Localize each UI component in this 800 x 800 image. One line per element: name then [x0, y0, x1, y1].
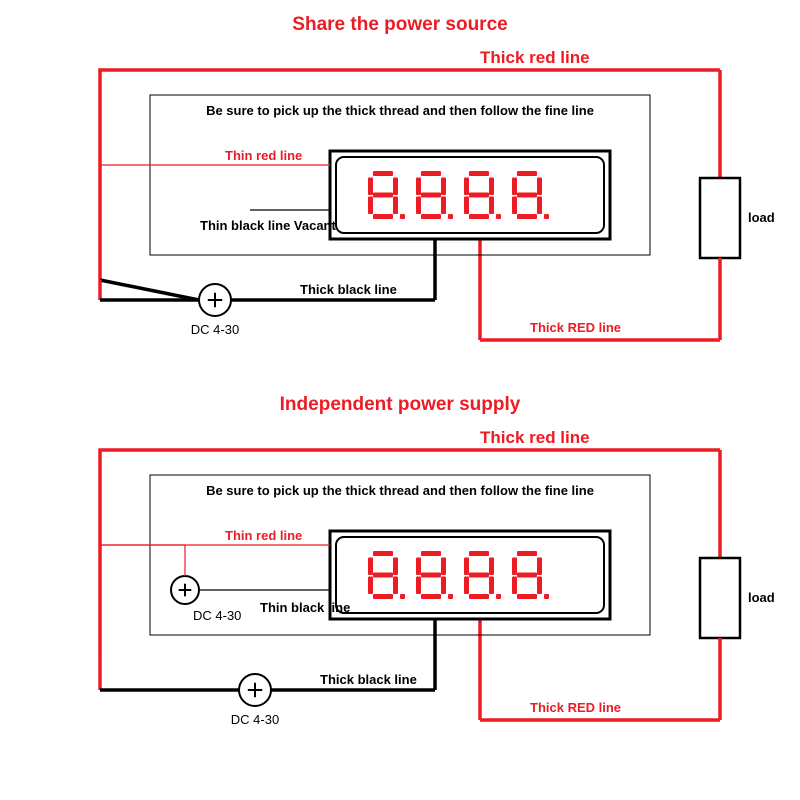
dc2-label: DC 4-30 [231, 712, 279, 727]
thick-red-top-label: Thick red line [480, 48, 590, 67]
thick-red-right-label: Thick RED line [530, 320, 621, 335]
thin-red-label: Thin red line [225, 148, 302, 163]
load-label: load [748, 210, 775, 225]
diagram-title: Share the power source [292, 14, 507, 35]
diagram-title: Independent power supply [280, 394, 521, 415]
wiring-diagram-canvas: Share the power source load Thick red line… [0, 0, 800, 800]
guide-note: Be sure to pick up the thick thread and … [206, 483, 594, 498]
load-box [700, 558, 740, 638]
load-label: load [748, 590, 775, 605]
thick-black-label: Thick black line [320, 672, 417, 687]
dc1-label: DC 4-30 [193, 608, 241, 623]
dc-label: DC 4-30 [191, 322, 239, 337]
guide-note: Be sure to pick up the thick thread and … [206, 103, 594, 118]
load-box [700, 178, 740, 258]
thick-red-top-label: Thick red line [480, 428, 590, 447]
thin-black-label: Thin black line [260, 600, 350, 615]
thin-black-label: Thin black line Vacant [200, 218, 336, 233]
thick-black-label: Thick black line [300, 282, 397, 297]
thick-red-right-label: Thick RED line [530, 700, 621, 715]
thin-red-label: Thin red line [225, 528, 302, 543]
